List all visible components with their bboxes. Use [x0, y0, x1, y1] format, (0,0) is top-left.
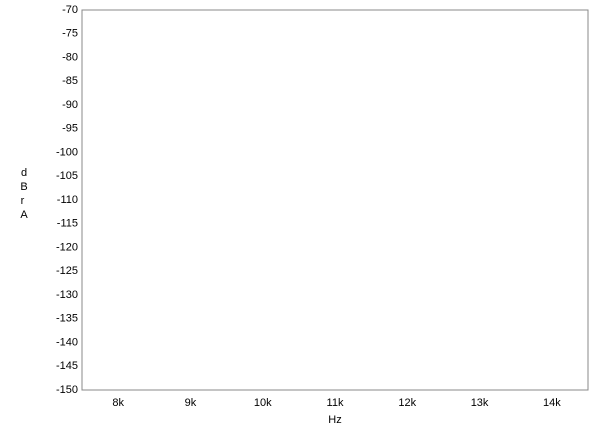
y-tick-label: -150 [56, 384, 78, 396]
y-tick-label: -115 [57, 218, 78, 230]
x-tick-label: 10k [254, 397, 272, 409]
y-tick-label: -70 [62, 4, 78, 16]
y-tick-label: -100 [56, 146, 78, 158]
y-axis-label: dBr A [20, 167, 28, 221]
y-tick-label: -75 [62, 28, 78, 40]
y-tick-label: -140 [56, 336, 78, 348]
y-tick-label: -90 [62, 99, 78, 111]
y-tick-label: -130 [56, 289, 78, 301]
y-tick-label: -145 [56, 360, 78, 372]
plot-frame [81, 9, 589, 391]
x-tick-label: 11k [327, 397, 344, 409]
y-tick-label: -120 [56, 241, 78, 253]
x-tick-label: 12k [398, 397, 416, 409]
x-axis-label: Hz [328, 414, 341, 426]
x-tick-label: 9k [185, 397, 197, 409]
y-tick-label: -95 [62, 123, 78, 135]
y-tick-label: -135 [56, 313, 78, 325]
y-tick-label: -125 [56, 265, 78, 277]
x-tick-label: 14k [543, 397, 561, 409]
y-tick-label: -85 [62, 75, 78, 87]
y-tick-label: -110 [57, 194, 78, 206]
y-tick-label: -105 [56, 170, 78, 182]
y-tick-label: -80 [62, 51, 78, 63]
x-tick-label: 8k [112, 397, 124, 409]
x-tick-label: 13k [471, 397, 489, 409]
